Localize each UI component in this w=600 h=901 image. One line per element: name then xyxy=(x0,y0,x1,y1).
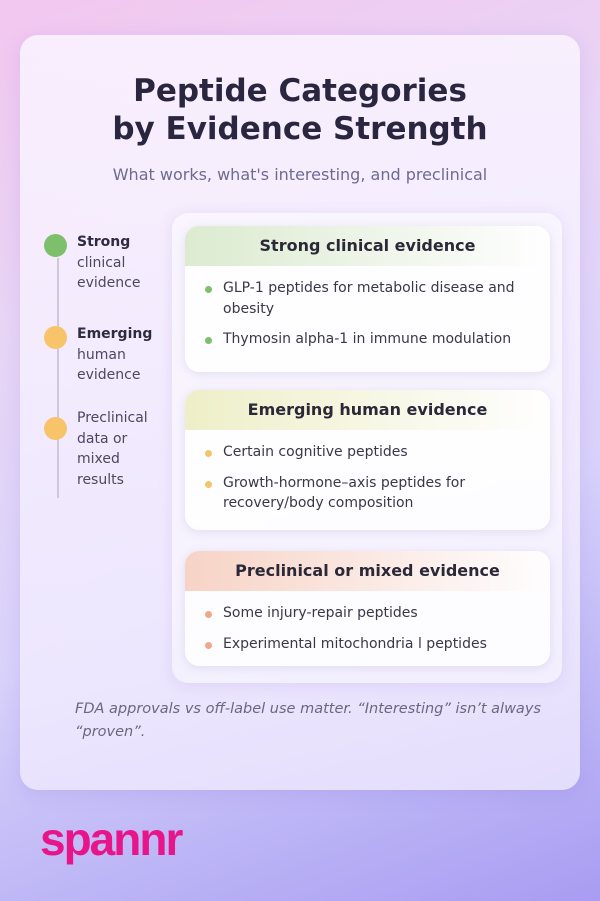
list-item: Certain cognitive peptides xyxy=(205,442,510,463)
timeline-label: Preclinical data or mixed results xyxy=(77,410,148,488)
timeline-line xyxy=(57,258,59,498)
evidence-section: Strong clinical evidence GLP-1 peptides f… xyxy=(185,226,550,372)
list-item: GLP-1 peptides for metabolic disease and… xyxy=(205,278,534,319)
list-item: Growth-hormone–axis peptides for recover… xyxy=(205,473,510,514)
section-list: Some injury-repair peptides Experimental … xyxy=(185,591,550,654)
title-line-2: by Evidence Strength xyxy=(112,111,488,147)
section-list: GLP-1 peptides for metabolic disease and… xyxy=(185,266,550,350)
list-item: Experimental mitochondria l peptides xyxy=(205,634,534,655)
section-header: Emerging human evidence xyxy=(185,390,550,430)
subtitle: What works, what's interesting, and prec… xyxy=(112,165,488,184)
section-header: Strong clinical evidence xyxy=(185,226,550,266)
timeline-dot xyxy=(44,417,67,440)
timeline-dot xyxy=(44,326,67,349)
timeline-label: Emerging human evidence xyxy=(77,326,153,383)
section-header: Preclinical or mixed evidence xyxy=(185,551,550,591)
spannr-logo: spannr xyxy=(40,813,183,865)
list-item: Some injury-repair peptides xyxy=(205,603,534,624)
evidence-section: Emerging human evidence Certain cognitive… xyxy=(185,390,550,530)
list-item: Thymosin alpha-1 in immune modulation xyxy=(205,329,534,350)
section-list: Certain cognitive peptides Growth-hormone… xyxy=(185,430,550,514)
timeline-dot xyxy=(44,234,67,257)
page-title: Peptide Categories by Evidence Strength xyxy=(0,72,600,148)
footer-note: FDA approvals vs off-label use matter. “… xyxy=(75,701,541,740)
timeline-label: Strong clinical evidence xyxy=(77,234,141,291)
title-line-1: Peptide Categories xyxy=(133,73,467,109)
evidence-section: Preclinical or mixed evidence Some injury… xyxy=(185,551,550,666)
